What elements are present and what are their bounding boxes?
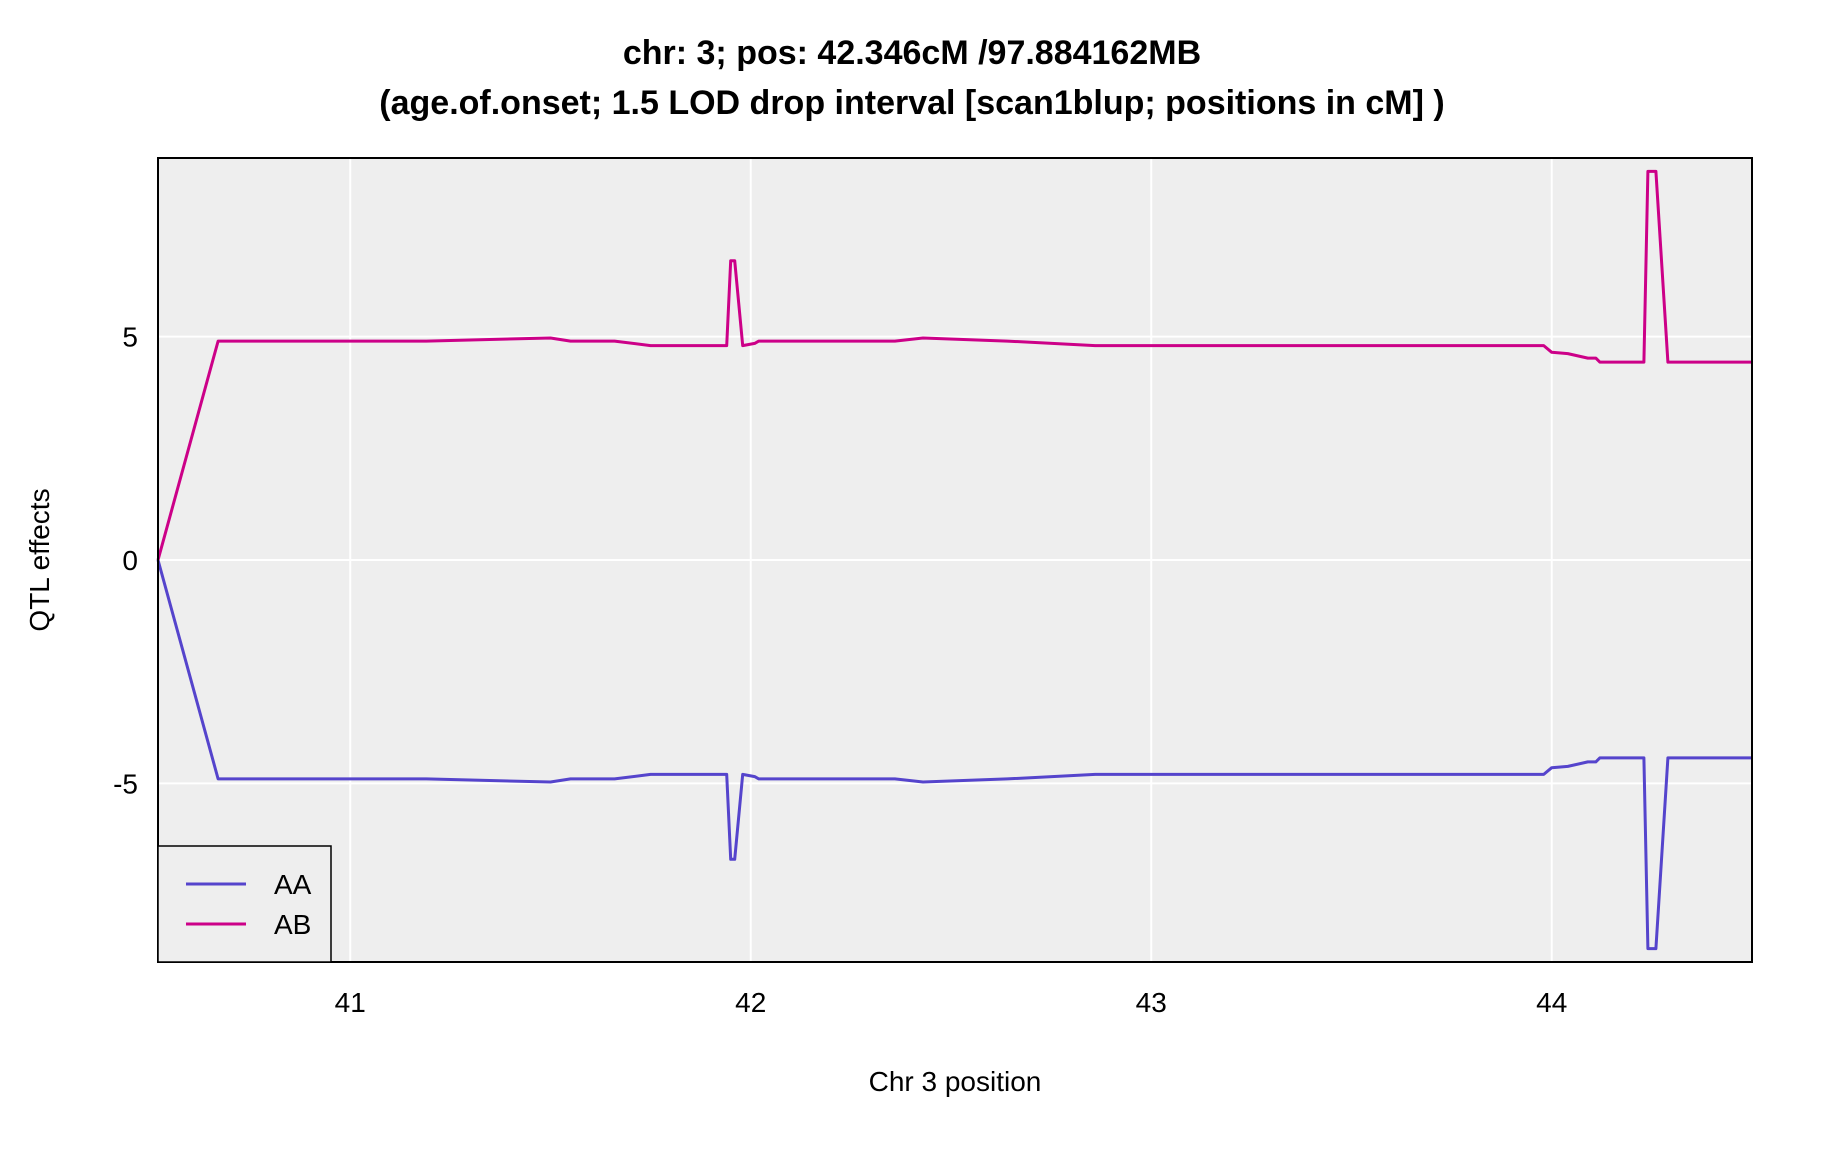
y-tick-label: 5 (122, 322, 138, 353)
legend: AA AB (157, 845, 332, 963)
tick-labels: 41 42 43 44 -5 0 5 (113, 322, 1567, 1018)
series-layer (156, 169, 1752, 951)
legend-label-ab: AB (274, 909, 311, 940)
series-line-aa (156, 559, 1752, 951)
x-tick-label: 43 (1136, 987, 1167, 1018)
y-tick-label: -5 (113, 768, 138, 799)
chart-title: chr: 3; pos: 42.346cM /97.884162MB (622, 34, 1202, 72)
x-tick-label: 42 (735, 987, 766, 1018)
x-axis-label: Chr 3 position (868, 1066, 1042, 1097)
y-tick-label: 0 (122, 545, 138, 576)
legend-box (157, 845, 332, 963)
x-tick-label: 44 (1536, 987, 1567, 1018)
x-tick-label: 41 (335, 987, 366, 1018)
legend-label-aa: AA (274, 869, 312, 900)
plot-frame (157, 157, 1753, 963)
grid-lines (158, 158, 1752, 962)
chart-subtitle: (age.of.onset; 1.5 LOD drop interval [sc… (379, 84, 1445, 122)
series-line-ab (156, 169, 1752, 561)
